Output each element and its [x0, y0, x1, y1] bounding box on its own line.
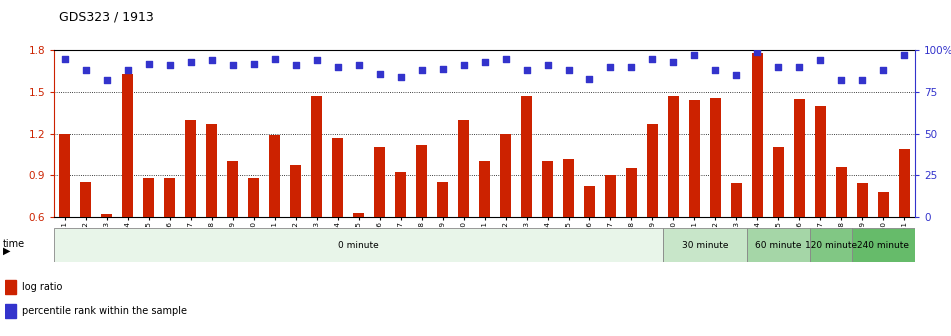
Bar: [647, 124, 658, 217]
Point: [456, 63, 471, 68]
Bar: [248, 178, 260, 217]
Point: [393, 74, 408, 80]
Point: [330, 65, 345, 70]
Bar: [416, 144, 427, 217]
Bar: [311, 96, 322, 217]
Bar: [122, 74, 133, 217]
Bar: [5, 304, 16, 318]
Point: [498, 56, 514, 61]
Text: ▶: ▶: [3, 245, 10, 255]
Point: [708, 68, 723, 73]
Text: 0 minute: 0 minute: [339, 241, 378, 250]
Point: [687, 53, 702, 58]
Point: [372, 71, 387, 76]
Point: [351, 63, 366, 68]
Bar: [836, 167, 847, 217]
Point: [603, 65, 618, 70]
Bar: [478, 161, 491, 217]
Point: [792, 65, 807, 70]
Point: [582, 76, 597, 81]
Bar: [521, 96, 533, 217]
Point: [267, 56, 282, 61]
Text: 30 minute: 30 minute: [682, 241, 728, 250]
Point: [141, 61, 156, 67]
Point: [225, 63, 241, 68]
Point: [246, 61, 262, 67]
Point: [435, 66, 450, 71]
Bar: [80, 182, 91, 217]
Bar: [542, 161, 553, 217]
Bar: [626, 168, 637, 217]
Point: [561, 68, 576, 73]
Point: [519, 68, 534, 73]
Bar: [54, 228, 663, 262]
Point: [876, 68, 891, 73]
Point: [624, 65, 639, 70]
Point: [183, 59, 198, 65]
Bar: [205, 124, 218, 217]
Point: [309, 58, 324, 63]
Text: time: time: [3, 239, 25, 249]
Point: [540, 63, 555, 68]
Bar: [709, 97, 721, 217]
Point: [204, 58, 220, 63]
Bar: [374, 148, 385, 217]
Bar: [878, 192, 889, 217]
Bar: [899, 149, 910, 217]
Text: percentile rank within the sample: percentile rank within the sample: [22, 306, 187, 316]
Bar: [457, 120, 469, 217]
Bar: [437, 182, 448, 217]
Bar: [101, 214, 112, 217]
Point: [813, 58, 828, 63]
Text: 240 minute: 240 minute: [858, 241, 909, 250]
Bar: [500, 134, 512, 217]
Bar: [184, 120, 197, 217]
Bar: [794, 99, 805, 217]
Bar: [59, 134, 70, 217]
Bar: [815, 106, 826, 217]
Point: [666, 59, 681, 65]
Bar: [563, 159, 574, 217]
Point: [78, 68, 93, 73]
Point: [645, 56, 660, 61]
Point: [414, 68, 429, 73]
Bar: [852, 228, 915, 262]
Bar: [857, 183, 868, 217]
Point: [855, 78, 870, 83]
Point: [834, 78, 849, 83]
Text: GDS323 / 1913: GDS323 / 1913: [59, 10, 154, 23]
Bar: [663, 228, 747, 262]
Bar: [353, 213, 364, 217]
Bar: [772, 148, 785, 217]
Bar: [584, 186, 595, 217]
Text: log ratio: log ratio: [22, 282, 62, 292]
Text: 120 minute: 120 minute: [805, 241, 857, 250]
Bar: [5, 280, 16, 294]
Bar: [395, 172, 406, 217]
Bar: [668, 96, 679, 217]
Bar: [143, 178, 154, 217]
Point: [897, 53, 912, 58]
Point: [288, 63, 303, 68]
Bar: [332, 138, 343, 217]
Bar: [751, 53, 764, 217]
Bar: [164, 178, 175, 217]
Bar: [747, 228, 810, 262]
Bar: [730, 183, 742, 217]
Point: [477, 59, 493, 65]
Point: [771, 65, 786, 70]
Point: [57, 56, 72, 61]
Bar: [269, 135, 281, 217]
Point: [728, 73, 744, 78]
Bar: [290, 165, 301, 217]
Bar: [227, 161, 239, 217]
Bar: [810, 228, 852, 262]
Text: 60 minute: 60 minute: [755, 241, 802, 250]
Bar: [689, 100, 700, 217]
Point: [162, 63, 177, 68]
Bar: [605, 175, 616, 217]
Point: [749, 49, 765, 55]
Point: [99, 78, 114, 83]
Point: [120, 68, 135, 73]
